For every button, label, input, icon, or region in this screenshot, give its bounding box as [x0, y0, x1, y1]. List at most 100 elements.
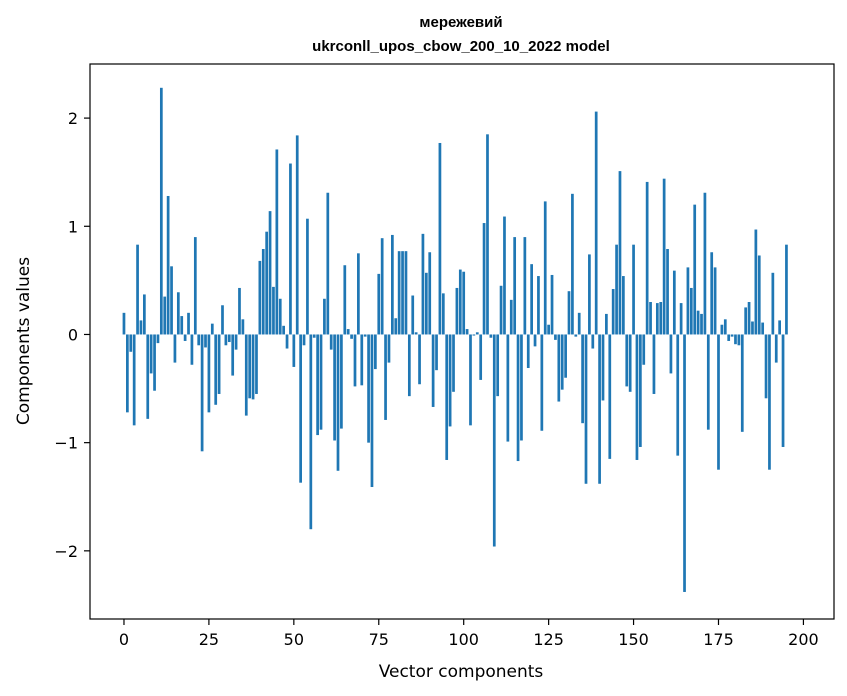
bar [323, 298, 326, 335]
bar [618, 171, 622, 335]
bar [666, 249, 669, 335]
bar [489, 334, 493, 338]
bar [672, 270, 676, 335]
bar [479, 334, 483, 380]
bar [520, 334, 523, 441]
bar [289, 163, 292, 335]
bar [316, 334, 319, 436]
bar [258, 260, 262, 335]
bar [700, 313, 703, 335]
bar [255, 334, 258, 394]
bar [530, 264, 533, 335]
bar [659, 302, 663, 335]
bar [353, 334, 357, 387]
bar [628, 334, 632, 392]
bar [774, 334, 778, 363]
x-tick-label: 175 [703, 630, 734, 649]
bar [503, 216, 506, 335]
bar [170, 266, 173, 335]
bar [662, 178, 666, 335]
bar [391, 234, 394, 335]
bar [564, 334, 567, 378]
bar [486, 134, 489, 335]
bar [598, 334, 601, 484]
bar [526, 334, 530, 369]
y-axis-label: Components values [14, 257, 34, 425]
bar [374, 334, 377, 370]
bar [401, 251, 404, 335]
bar [642, 334, 646, 365]
bar [730, 334, 734, 337]
bar [244, 334, 248, 416]
bar [683, 334, 686, 592]
y-tick-label: −2 [54, 542, 78, 561]
bar [234, 334, 238, 350]
x-axis-ticks: 0 25 50 75 100 125 150 175 200 [119, 619, 819, 649]
bar [340, 334, 343, 429]
bar [272, 286, 275, 335]
bar [554, 334, 557, 340]
bar [771, 272, 775, 335]
bar [472, 334, 476, 336]
bar [146, 334, 150, 419]
bar [533, 334, 537, 347]
bar [509, 299, 513, 335]
bar [384, 334, 387, 420]
bar [751, 321, 754, 335]
bar [669, 334, 673, 374]
bar [367, 334, 370, 443]
bar [343, 265, 347, 335]
bar [547, 324, 550, 335]
bar [744, 307, 748, 335]
bar [645, 181, 649, 335]
bar [499, 285, 503, 335]
bar [424, 272, 428, 335]
bar [377, 273, 381, 335]
bar [309, 334, 313, 530]
bar [492, 334, 496, 547]
x-tick-label: 100 [448, 630, 479, 649]
bar [204, 334, 207, 348]
bar [190, 334, 194, 365]
bar [166, 195, 170, 335]
y-tick-label: −1 [54, 434, 78, 453]
bar [550, 274, 554, 335]
bar [601, 334, 605, 401]
bar [594, 111, 598, 335]
bar [265, 231, 269, 335]
bar [231, 334, 235, 376]
bar [652, 334, 656, 394]
bar [523, 237, 527, 335]
y-tick-label: 1 [68, 217, 78, 236]
bar [248, 334, 252, 399]
y-tick-label: 2 [68, 109, 78, 128]
bar [761, 322, 765, 335]
bar [122, 312, 126, 335]
bar [197, 334, 201, 346]
bar [475, 332, 479, 335]
bar [611, 289, 615, 335]
bar [217, 334, 221, 394]
bar [622, 276, 625, 335]
bar [649, 302, 652, 335]
bar [727, 334, 731, 341]
bar [214, 334, 218, 405]
bar [713, 267, 717, 335]
bar [679, 303, 683, 335]
bar [404, 251, 408, 335]
bar [187, 312, 190, 335]
bar [458, 269, 462, 335]
bar [781, 334, 785, 447]
bar [676, 334, 680, 456]
bar [261, 249, 265, 335]
bar [469, 334, 472, 426]
bar [183, 334, 187, 341]
bar [292, 334, 296, 367]
bar [540, 334, 544, 431]
bar [482, 223, 486, 335]
bar [418, 334, 421, 385]
bar [333, 334, 336, 441]
bar [285, 334, 289, 349]
